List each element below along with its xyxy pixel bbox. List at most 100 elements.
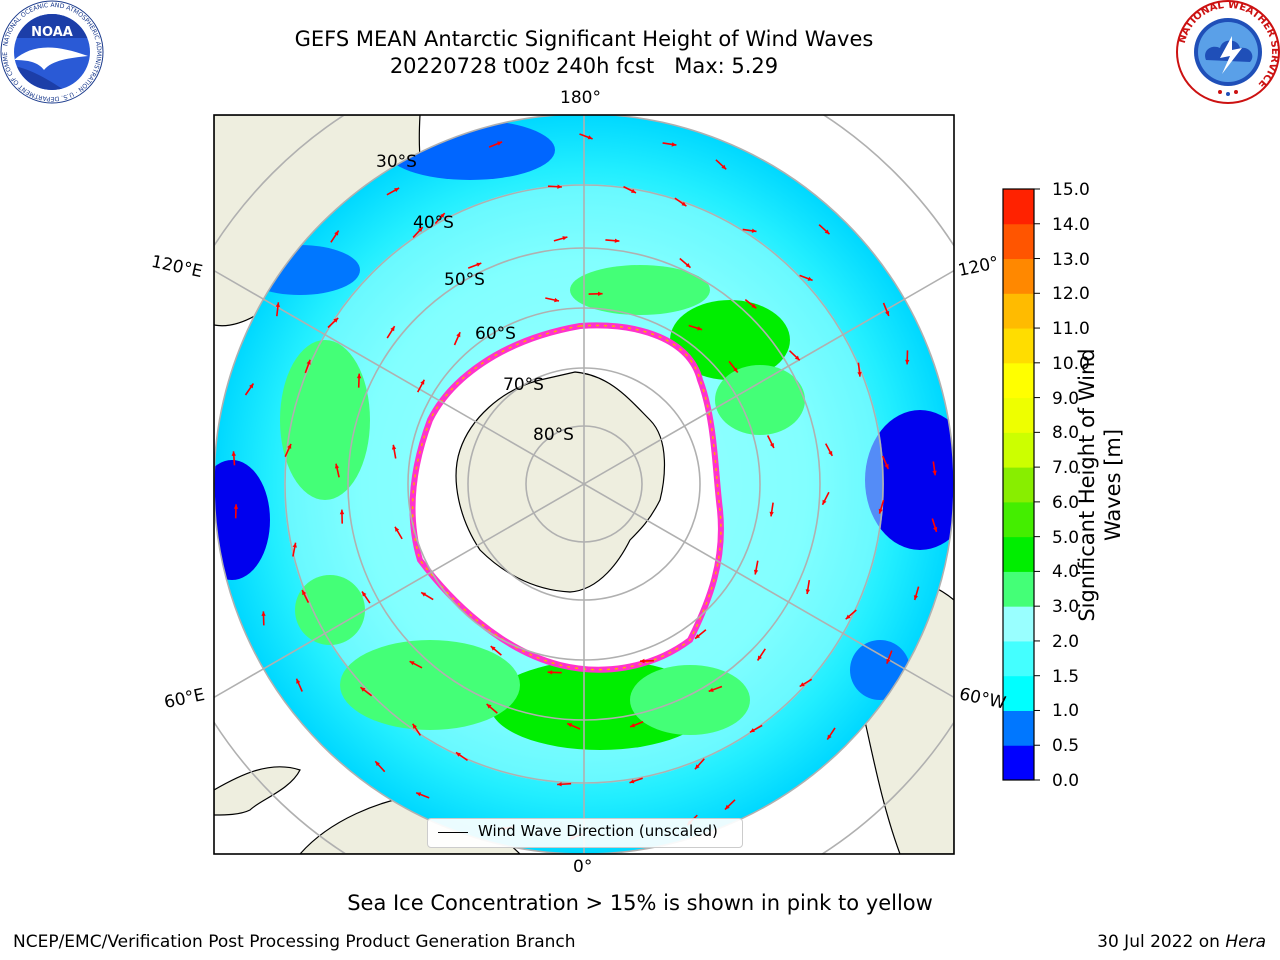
wave-direction-arrowhead [333, 317, 339, 323]
colorbar-segment [1003, 328, 1034, 364]
wave-direction-arrowhead [421, 592, 427, 597]
wave-direction-arrowhead [769, 511, 774, 517]
nws-logo: NATIONAL WEATHER SERVICE [1176, 0, 1280, 104]
colorbar-segment [1003, 710, 1034, 746]
wave-direction-arrowhead [751, 303, 757, 309]
footer-branch: NCEP/EMC/Verification Post Processing Pr… [13, 932, 576, 952]
wave-direction-arrowhead [456, 752, 461, 757]
colorbar-label-line1: Significant Height of Wind [1075, 348, 1099, 622]
chart-title-line1: GEFS MEAN Antarctic Significant Height o… [294, 27, 874, 51]
wave-direction-arrowhead [339, 509, 345, 515]
wave-direction-arrowhead [391, 444, 397, 450]
lon-label-0: 0° [573, 857, 593, 877]
wave-direction-arrowhead [886, 658, 891, 664]
wave-direction-arrowhead [905, 359, 910, 365]
wave-direction-arrowhead [845, 614, 851, 620]
wave-direction-arrowhead [567, 723, 573, 728]
wave-direction-arrowhead [562, 236, 568, 241]
footer-machine: Hera [1225, 932, 1266, 952]
wave-direction-arrowhead [884, 463, 889, 469]
wave-direction-arrowhead [827, 734, 832, 740]
wave-direction-arrowhead [249, 383, 254, 389]
wave-direction-arrowhead [557, 184, 562, 189]
wave-direction-arrowhead [302, 590, 307, 596]
wave-direction-arrowhead [261, 611, 266, 616]
colorbar-segment [1003, 467, 1034, 503]
wave-direction-arrowhead [750, 728, 755, 733]
sea-ice-caption: Sea Ice Concentration > 15% is shown in … [347, 891, 933, 915]
wave-direction-arrowhead [497, 141, 503, 146]
colorbar-tick: 14.0 [1052, 215, 1090, 235]
colorbar-segment [1003, 571, 1034, 607]
wave-direction-arrowhead [598, 291, 603, 296]
wind-wave-arrows [231, 133, 938, 840]
colorbar-tick: 12.0 [1052, 284, 1090, 304]
wave-direction-arrowhead [287, 443, 292, 449]
lat-label-30s: 30°S [376, 152, 417, 172]
wave-direction-arrowhead [769, 443, 774, 448]
wave-direction-arrowhead [306, 359, 311, 365]
colorbar-segment [1003, 293, 1034, 329]
colorbar-tick: 5.0 [1052, 528, 1080, 548]
colorbar-tick: 15.0 [1052, 180, 1090, 200]
wave-direction-arrowhead [828, 450, 833, 456]
wave-direction-arrowhead [394, 188, 400, 193]
colorbar-label-line2: Waves [m] [1101, 428, 1125, 542]
colorbar-segment [1003, 223, 1034, 260]
wave-direction-arrowhead [794, 355, 800, 361]
wave-direction-arrowhead [751, 228, 757, 233]
wave-direction-arrowhead [440, 213, 445, 218]
wave-direction-arrowhead [292, 542, 297, 548]
colorbar-segment [1003, 362, 1034, 399]
colorbar-tick: 0.5 [1052, 736, 1080, 756]
wave-direction-arrowhead [360, 687, 366, 692]
colorbar-segment [1003, 258, 1034, 294]
lat-label-40s: 40°S [413, 213, 454, 233]
colorbar-tick: 7.0 [1052, 458, 1080, 478]
wave-direction-arrowhead [631, 188, 636, 193]
lat-label-50s: 50°S [444, 270, 485, 290]
wave-direction-arrowhead [554, 297, 559, 303]
colorbar-tick: 11.0 [1052, 319, 1090, 339]
wave-direction-arrowhead [629, 779, 635, 784]
wave-direction-arrowhead [233, 504, 239, 509]
colorbar-tick: 2.0 [1052, 632, 1080, 652]
wave-direction-arrowhead [733, 367, 738, 373]
wave-direction-arrowhead [490, 646, 496, 651]
wave-direction-arrowhead [557, 782, 562, 787]
wave-direction-arrowhead [334, 230, 339, 236]
wave-direction-arrowhead [824, 229, 830, 235]
wave-direction-arrowhead [334, 463, 340, 469]
wave-direction-arrowhead [681, 201, 687, 207]
colorbar-tick: 10.0 [1052, 354, 1090, 374]
wave-direction-arrowhead [708, 687, 714, 692]
colorbar-tick: 6.0 [1052, 493, 1080, 513]
wave-direction-arrowhead [913, 595, 918, 600]
wave-direction-arrowhead [695, 764, 700, 770]
legend-line-sample [438, 832, 468, 833]
wave-direction-arrowhead [721, 164, 727, 170]
wave-direction-arrowhead [933, 526, 938, 532]
graticule [214, 115, 954, 854]
wave-direction-arrowhead [630, 723, 636, 728]
colorbar-segment [1003, 501, 1034, 538]
wave-direction-arrowhead [878, 508, 883, 514]
colorbar [1003, 188, 1040, 781]
wave-direction-arrowhead [356, 373, 362, 379]
colorbar-segment [1003, 675, 1034, 711]
wave-direction-arrowhead [395, 526, 400, 532]
svg-text:NOAA: NOAA [31, 25, 73, 40]
chart-title-line2: 20220728 t00z 240h fcst Max: 5.29 [389, 54, 779, 78]
wave-direction-arrowhead [231, 451, 236, 456]
wave-direction-arrowhead [409, 661, 415, 666]
wave-direction-arrowhead [805, 589, 810, 594]
colorbar-border [1002, 188, 1035, 781]
wave-direction-arrowhead [857, 371, 862, 377]
colorbar-segment [1003, 189, 1034, 225]
colorbar-segment [1003, 640, 1034, 677]
colorbar-tick: 1.5 [1052, 667, 1080, 687]
wave-direction-arrowhead [799, 682, 805, 687]
lon-label-180: 180° [560, 88, 601, 108]
colorbar-tick: 0.0 [1052, 771, 1080, 791]
